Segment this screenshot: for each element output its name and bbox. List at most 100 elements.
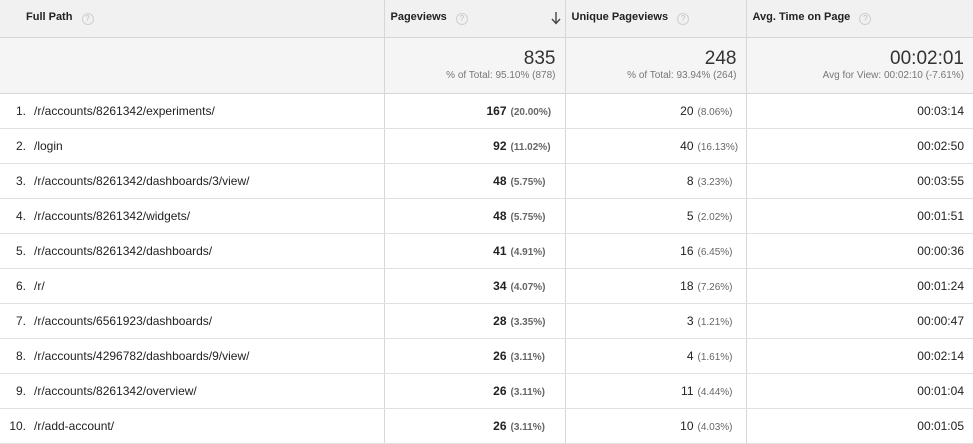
pageviews-cell: 41 (4.91%) bbox=[384, 233, 566, 269]
unique-pageviews-percent: (2.02%) bbox=[697, 211, 733, 223]
path-cell: 7. /r/accounts/6561923/dashboards/ bbox=[0, 303, 385, 339]
row-index: 2. bbox=[15, 138, 26, 153]
avg-time-cell: 00:01:51 bbox=[746, 198, 973, 234]
avg-time-cell: 00:02:50 bbox=[746, 128, 973, 164]
totals-subtext: % of Total: 95.10% (878) bbox=[446, 70, 556, 81]
page-path-link[interactable]: /r/accounts/8261342/widgets/ bbox=[34, 208, 191, 223]
pageviews-percent: (4.07%) bbox=[510, 281, 546, 293]
totals-avg-time: 00:02:01 Avg for View: 00:02:10 (-7.61%) bbox=[746, 37, 973, 94]
help-icon[interactable]: ? bbox=[81, 13, 94, 26]
pageviews-percent: (5.75%) bbox=[510, 211, 546, 223]
pageviews-value: 48 bbox=[493, 208, 507, 223]
row-index: 5. bbox=[15, 243, 26, 258]
page-path-link[interactable]: /r/accounts/8261342/overview/ bbox=[34, 383, 197, 398]
unique-pageviews-percent: (7.26%) bbox=[697, 281, 733, 293]
pageviews-value: 92 bbox=[493, 138, 507, 153]
totals-value: 835 bbox=[523, 48, 556, 69]
page-path-link[interactable]: /r/accounts/8261342/experiments/ bbox=[34, 103, 215, 118]
table-row: 2. /login 92 (11.02%) 40 (16.13%) 00:02:50 bbox=[0, 128, 973, 164]
unique-pageviews-percent: (8.06%) bbox=[697, 106, 733, 118]
row-index: 3. bbox=[15, 173, 26, 188]
pageviews-percent: (5.75%) bbox=[510, 176, 546, 188]
row-index: 10. bbox=[9, 418, 26, 433]
avg-time-cell: 00:00:36 bbox=[746, 233, 973, 269]
table-row: 5. /r/accounts/8261342/dashboards/ 41 (4.9… bbox=[0, 233, 973, 269]
page-path-link[interactable]: /login bbox=[34, 138, 63, 153]
totals-subtext: Avg for View: 00:02:10 (-7.61%) bbox=[822, 70, 964, 81]
pageviews-value: 34 bbox=[493, 278, 507, 293]
pageviews-cell: 92 (11.02%) bbox=[384, 128, 566, 164]
pageviews-cell: 26 (3.11%) bbox=[384, 408, 566, 444]
avg-time-cell: 00:01:24 bbox=[746, 268, 973, 304]
help-icon[interactable]: ? bbox=[455, 13, 468, 26]
header-row: Full Path ? Pageviews ? Unique Pageviews… bbox=[0, 0, 973, 38]
row-index: 4. bbox=[15, 208, 26, 223]
table-row: 1. /r/accounts/8261342/experiments/ 167 (2… bbox=[0, 93, 973, 129]
pageviews-cell: 48 (5.75%) bbox=[384, 163, 566, 199]
totals-row: 835 % of Total: 95.10% (878) 248 % of To… bbox=[0, 37, 973, 94]
totals-value: 248 bbox=[704, 48, 737, 69]
page-path-link[interactable]: /r/accounts/8261342/dashboards/3/view/ bbox=[34, 173, 250, 188]
page-path-link[interactable]: /r/accounts/6561923/dashboards/ bbox=[34, 313, 213, 328]
column-header-unique-pageviews[interactable]: Unique Pageviews ? bbox=[565, 0, 747, 38]
sort-descending-arrow-icon[interactable] bbox=[550, 11, 561, 25]
page-path-link[interactable]: /r/accounts/8261342/dashboards/ bbox=[34, 243, 213, 258]
table-row: 3. /r/accounts/8261342/dashboards/3/view/… bbox=[0, 163, 973, 199]
page-path-link[interactable]: /r/add-account/ bbox=[34, 418, 115, 433]
pageviews-value: 28 bbox=[493, 313, 507, 328]
unique-pageviews-percent: (1.61%) bbox=[697, 351, 733, 363]
unique-pageviews-cell: 18 (7.26%) bbox=[565, 268, 747, 304]
row-index: 7. bbox=[15, 313, 26, 328]
row-index: 8. bbox=[15, 348, 26, 363]
pageviews-value: 41 bbox=[493, 243, 507, 258]
pageviews-cell: 34 (4.07%) bbox=[384, 268, 566, 304]
table-body: 1./r/accounts/8261342/experiments/ 167 (2… bbox=[0, 93, 973, 444]
unique-pageviews-value: 18 bbox=[680, 278, 694, 293]
totals-pageviews: 835 % of Total: 95.10% (878) bbox=[384, 37, 566, 94]
unique-pageviews-value: 40 bbox=[680, 138, 694, 153]
row-index: 1. bbox=[15, 103, 26, 118]
path-cell: 9. /r/accounts/8261342/overview/ bbox=[0, 373, 385, 409]
pageviews-value: 167 bbox=[486, 103, 507, 118]
column-header-full-path[interactable]: Full Path ? bbox=[0, 0, 385, 38]
unique-pageviews-cell: 10 (4.03%) bbox=[565, 408, 747, 444]
unique-pageviews-cell: 20 (8.06%) bbox=[565, 93, 747, 129]
unique-pageviews-value: 8 bbox=[686, 173, 694, 188]
column-header-label: Pageviews bbox=[390, 11, 447, 24]
unique-pageviews-value: 10 bbox=[680, 418, 694, 433]
unique-pageviews-value: 16 bbox=[680, 243, 694, 258]
table-row: 10. /r/add-account/ 26 (3.11%) 10 (4.03%) 0… bbox=[0, 408, 973, 444]
table-row: 4. /r/accounts/8261342/widgets/ 48 (5.75%)… bbox=[0, 198, 973, 234]
page-path-link[interactable]: /r/accounts/4296782/dashboards/9/view/ bbox=[34, 348, 250, 363]
unique-pageviews-cell: 8 (3.23%) bbox=[565, 163, 747, 199]
pageviews-value: 48 bbox=[493, 173, 507, 188]
pageviews-cell: 48 (5.75%) bbox=[384, 198, 566, 234]
unique-pageviews-percent: (3.23%) bbox=[697, 176, 733, 188]
path-cell: 2. /login bbox=[0, 128, 385, 164]
row-index: 9. bbox=[15, 383, 26, 398]
help-icon[interactable]: ? bbox=[677, 13, 690, 26]
unique-pageviews-value: 11 bbox=[681, 383, 694, 398]
help-icon[interactable]: ? bbox=[859, 13, 872, 26]
unique-pageviews-cell: 16 (6.45%) bbox=[565, 233, 747, 269]
unique-pageviews-cell: 4 (1.61%) bbox=[565, 338, 747, 374]
column-header-pageviews[interactable]: Pageviews ? bbox=[384, 0, 566, 38]
row-index: 6. bbox=[15, 278, 26, 293]
unique-pageviews-value: 3 bbox=[686, 313, 694, 328]
pageviews-percent: (20.00%) bbox=[510, 106, 552, 118]
page-path-link[interactable]: /r/ bbox=[34, 278, 45, 293]
avg-time-cell: 00:03:14 bbox=[746, 93, 973, 129]
path-cell: 5. /r/accounts/8261342/dashboards/ bbox=[0, 233, 385, 269]
unique-pageviews-cell: 5 (2.02%) bbox=[565, 198, 747, 234]
table-row: 8. /r/accounts/4296782/dashboards/9/view/… bbox=[0, 338, 973, 374]
column-header-label: Full Path bbox=[26, 11, 73, 24]
unique-pageviews-value: 20 bbox=[680, 103, 694, 118]
column-header-avg-time[interactable]: Avg. Time on Page ? bbox=[746, 0, 973, 38]
pageviews-percent: (3.11%) bbox=[510, 386, 545, 398]
unique-pageviews-percent: (6.45%) bbox=[697, 246, 733, 258]
table-row: 9. /r/accounts/8261342/overview/ 26 (3.11%… bbox=[0, 373, 973, 409]
pageviews-value: 26 bbox=[493, 418, 507, 433]
unique-pageviews-percent: (16.13%) bbox=[697, 141, 739, 153]
totals-label-cell bbox=[0, 37, 385, 94]
